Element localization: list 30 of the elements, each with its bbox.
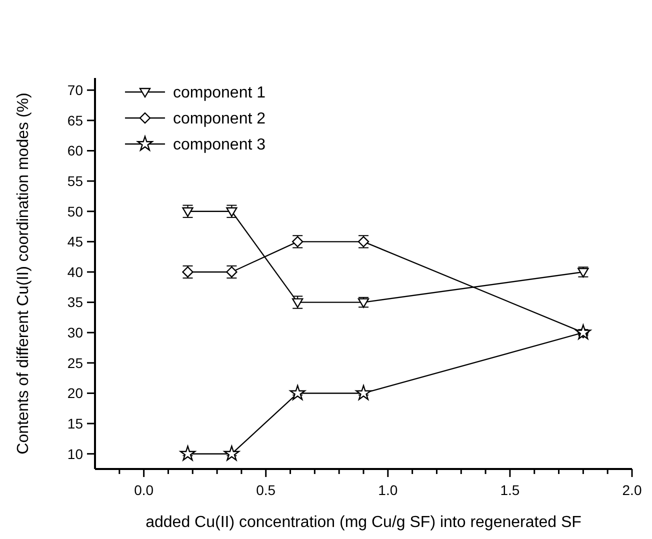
- point: [180, 446, 196, 461]
- x-tick-label: 2.0: [622, 482, 642, 498]
- point: [226, 207, 238, 217]
- point: [292, 298, 304, 308]
- y-tick-label: 65: [67, 112, 84, 128]
- y-tick-label: 10: [67, 446, 84, 462]
- legend-label: component 3: [173, 136, 266, 154]
- x-tick-label: 0.0: [134, 482, 154, 498]
- point: [290, 385, 306, 400]
- legend-label: component 2: [173, 110, 266, 128]
- y-tick-label: 25: [67, 354, 84, 371]
- point: [182, 207, 194, 217]
- y-tick-label: 45: [67, 234, 84, 250]
- y-tick-label: 40: [67, 264, 84, 280]
- y-tick-label: 35: [67, 294, 84, 310]
- point: [356, 385, 372, 400]
- point: [224, 446, 240, 461]
- x-axis-title: added Cu(II) concentration (mg Cu/g SF) into regenerated SF: [146, 514, 582, 531]
- y-tick-label: 30: [67, 324, 84, 341]
- y-tick-label: 20: [67, 385, 84, 402]
- y-tick-label: 70: [67, 82, 84, 98]
- legend-label: component 1: [173, 84, 266, 102]
- y-tick-label: 15: [67, 415, 84, 432]
- x-tick-label: 1.5: [500, 482, 520, 498]
- x-tick-label: 1.0: [378, 482, 398, 498]
- x-tick-label: 0.5: [256, 482, 276, 498]
- y-axis-title: Contents of different Cu(II) coordination modes (%): [15, 92, 32, 454]
- y-tick-label: 50: [67, 203, 84, 220]
- y-tick-label: 55: [67, 172, 84, 189]
- y-tick-label: 60: [67, 142, 84, 159]
